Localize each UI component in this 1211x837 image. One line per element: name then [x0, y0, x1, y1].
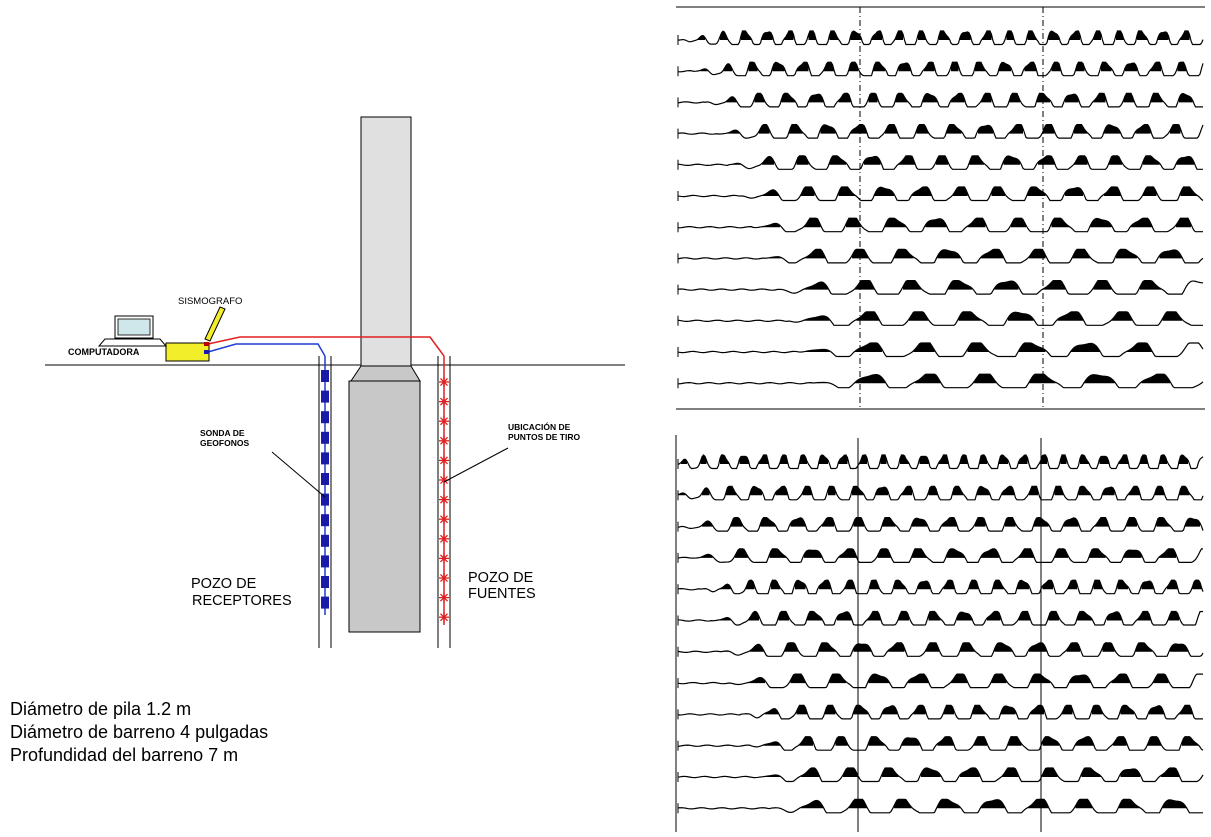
geophone-receiver — [321, 411, 329, 424]
note-borehole-depth: Profundidad del barreno 7 m — [10, 745, 239, 765]
seismic-trace — [677, 311, 1203, 326]
pozo-fuentes-line1: POZO DE — [468, 570, 534, 586]
seismic-trace — [677, 342, 1204, 358]
seismic-trace — [677, 548, 1203, 564]
seismic-trace — [677, 579, 1204, 595]
sonda-label-line2: GEOFONOS — [200, 438, 249, 448]
seismic-trace — [677, 454, 1204, 470]
seismic-trace — [677, 516, 1204, 532]
pile-below-ground — [348, 380, 421, 633]
receiver-borehole — [318, 356, 332, 648]
shot-point-star — [439, 396, 449, 407]
source-borehole — [437, 356, 451, 648]
seismic-trace — [677, 248, 1204, 264]
geophone-receiver — [321, 576, 329, 588]
shot-point-star — [439, 377, 449, 387]
shot-point-star — [439, 435, 449, 446]
shot-point-star — [439, 455, 449, 466]
shot-point-star — [439, 592, 449, 603]
seismic-trace — [677, 373, 1204, 389]
shot-point-star — [439, 612, 449, 623]
shot-point-star — [439, 533, 449, 544]
seismic-trace — [677, 280, 1204, 295]
shot-point-star — [439, 475, 449, 485]
geophone-receiver — [321, 555, 329, 568]
geophone-receiver — [321, 390, 329, 403]
crosshole-schematic: SISMOGRAFO COMPUTADORA SONDA DE GEOFONOS… — [45, 116, 625, 648]
seismic-trace — [677, 767, 1204, 783]
computadora-label: COMPUTADORA — [68, 347, 140, 357]
pozo-fuentes-line2: FUENTES — [468, 586, 536, 602]
source-cable — [207, 336, 445, 357]
seismic-trace — [677, 610, 1203, 626]
seismic-trace — [677, 30, 1204, 46]
sonda-label-line1: SONDA DE — [200, 428, 245, 438]
geophone-receiver — [321, 370, 329, 382]
geophone-receiver — [321, 596, 329, 609]
geophone-receiver — [321, 473, 329, 485]
pozo-receptores-line2: RECEPTORES — [192, 593, 292, 609]
seismograph-antenna — [204, 306, 226, 342]
note-borehole-diameter: Diámetro de barreno 4 pulgadas — [10, 722, 269, 742]
seismic-trace — [677, 485, 1204, 501]
geophone-receiver — [321, 514, 329, 527]
geophone-receiver — [321, 431, 329, 444]
shot-point-star — [439, 494, 449, 505]
seismograph-box — [165, 342, 210, 362]
note-pile-diameter: Diámetro de pila 1.2 m — [10, 699, 192, 719]
seismogram-panel-top — [676, 6, 1205, 410]
seismic-trace — [677, 61, 1204, 77]
shot-point-star — [439, 553, 449, 564]
pile-above-ground — [360, 116, 412, 367]
sonda-leader — [271, 451, 326, 498]
seismic-trace — [677, 704, 1203, 720]
seismic-trace — [677, 155, 1203, 170]
ubicacion-leader — [443, 447, 509, 483]
shot-point-star — [439, 573, 449, 583]
shot-point-star — [439, 416, 449, 427]
ubicacion-label-line1: UBICACIÓN DE — [508, 421, 571, 432]
ubicacion-label-line2: PUNTOS DE TIRO — [508, 432, 580, 442]
seismic-trace — [677, 798, 1203, 814]
seismic-trace — [677, 123, 1204, 139]
geophone-receiver — [321, 452, 329, 465]
seismic-trace — [677, 736, 1204, 751]
seismic-trace — [677, 642, 1204, 657]
seismic-trace — [677, 673, 1203, 689]
shot-point-star — [439, 514, 449, 525]
geophone-receiver — [321, 493, 329, 506]
receiver-cable — [207, 343, 326, 357]
sismografo-label: SISMOGRAFO — [178, 296, 242, 307]
pozo-receptores-line1: POZO DE — [191, 576, 257, 592]
seismogram-panel-bottom — [675, 435, 1204, 832]
seismic-trace — [677, 217, 1203, 233]
laptop-icon — [97, 315, 168, 347]
seismic-trace — [677, 92, 1203, 108]
pile-transition — [350, 365, 421, 382]
pile-specifications: Diámetro de pila 1.2 m Diámetro de barre… — [10, 698, 268, 767]
seismic-trace — [677, 186, 1204, 202]
geophone-receiver — [321, 534, 329, 547]
